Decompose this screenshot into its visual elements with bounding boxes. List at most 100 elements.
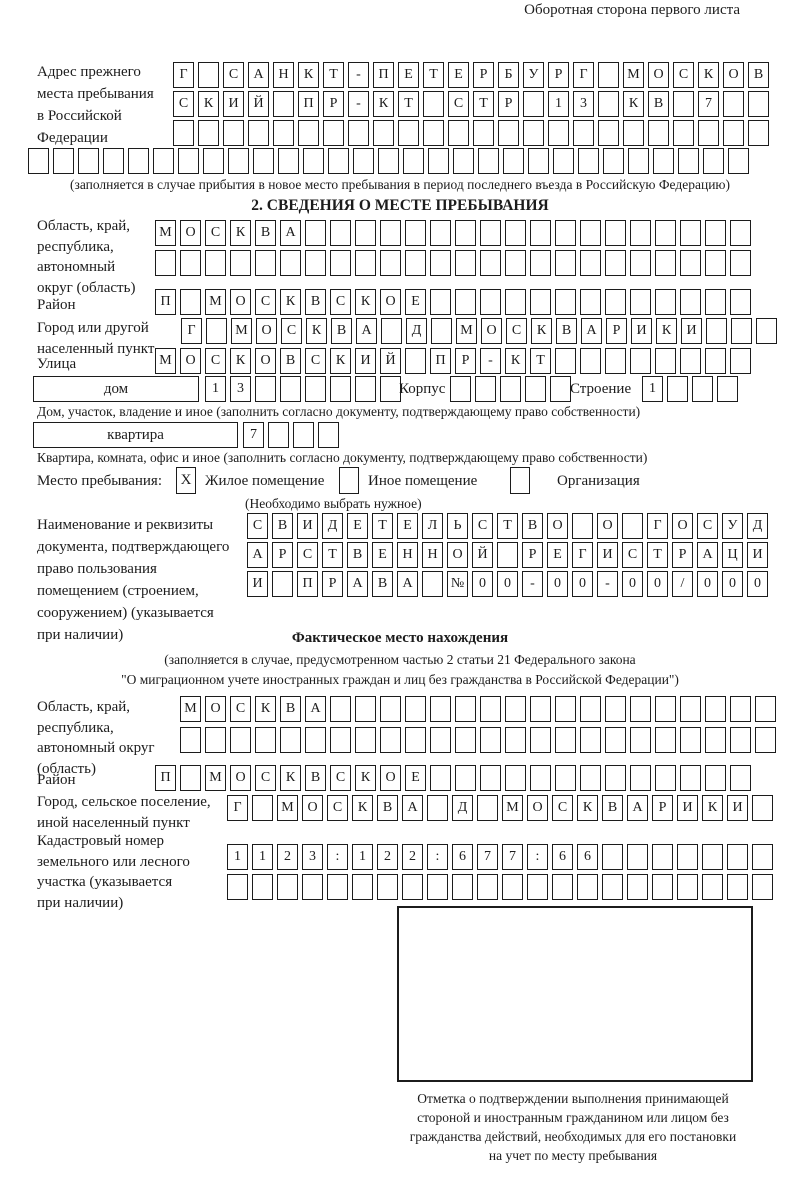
char-cell (380, 220, 401, 246)
char-cell (528, 148, 549, 174)
char-cell (178, 148, 199, 174)
char-cell (423, 91, 444, 117)
char-cell (380, 696, 401, 722)
char-cell: М (456, 318, 477, 344)
char-cell: А (397, 571, 418, 597)
document-row-3: И П Р А В А № 0 0-0 0-0 0/0 0 0 (247, 571, 768, 597)
char-cell: М (623, 62, 644, 88)
char-cell (605, 250, 626, 276)
label-line: автономный округ (37, 740, 155, 756)
char-cell (280, 250, 301, 276)
char-cell (730, 289, 751, 315)
char-cell (427, 795, 448, 821)
char-cell (680, 289, 701, 315)
char-cell: А (402, 795, 423, 821)
label-line: Наименование и реквизиты (37, 517, 214, 533)
char-cell (255, 727, 276, 753)
char-cell: 7 (502, 844, 523, 870)
label-line: документа, подтверждающего (37, 539, 230, 555)
char-cell: Г (227, 795, 248, 821)
char-cell: Й (248, 91, 269, 117)
prev-address-label: Адрес прежнего места пребывания в Российск… (37, 61, 154, 149)
char-cell (377, 874, 398, 900)
checkbox-other-premises (339, 467, 359, 494)
char-cell (180, 765, 201, 791)
char-cell (530, 765, 551, 791)
actual-region-row-2 (180, 727, 776, 753)
char-cell: К (373, 91, 394, 117)
char-cell (280, 376, 301, 402)
char-cell (103, 148, 124, 174)
char-cell (705, 220, 726, 246)
actual-location-subtitle-2: "О миграционном учете иностранных гражда… (121, 672, 679, 687)
char-cell (480, 765, 501, 791)
char-cell (655, 696, 676, 722)
char-cell (272, 571, 293, 597)
char-cell: Т (497, 513, 518, 539)
char-cell: А (356, 318, 377, 344)
label-line: стороной и иностранным гражданином или л… (417, 1110, 729, 1125)
char-cell: Р (606, 318, 627, 344)
char-cell (523, 91, 544, 117)
label-line: сооружением) (указывается (37, 605, 214, 621)
street-label: Улица (37, 356, 77, 372)
char-cell: О (648, 62, 669, 88)
char-cell (330, 376, 351, 402)
char-cell: В (280, 696, 301, 722)
char-cell: А (347, 571, 368, 597)
char-cell: Т (473, 91, 494, 117)
char-cell (530, 727, 551, 753)
char-cell: Т (323, 62, 344, 88)
char-cell: О (597, 513, 618, 539)
char-cell: С (330, 289, 351, 315)
char-cell (252, 795, 273, 821)
char-cell (525, 376, 546, 402)
char-cell (555, 289, 576, 315)
char-cell (748, 91, 769, 117)
char-cell (303, 148, 324, 174)
char-cell: О (255, 348, 276, 374)
char-cell: К (330, 348, 351, 374)
char-cell (328, 148, 349, 174)
char-cell (723, 120, 744, 146)
char-cell (480, 696, 501, 722)
char-cell: Й (472, 542, 493, 568)
house-note: Дом, участок, владение и иное (заполнить… (37, 404, 641, 419)
char-cell (627, 874, 648, 900)
char-cell (253, 148, 274, 174)
char-cell (580, 765, 601, 791)
char-cell: Р (522, 542, 543, 568)
char-cell: 6 (452, 844, 473, 870)
label-line: населенный пункт (37, 340, 155, 357)
char-cell: К (698, 62, 719, 88)
char-cell (627, 844, 648, 870)
char-cell (752, 844, 773, 870)
char-cell (500, 376, 521, 402)
char-cell (727, 844, 748, 870)
label-line: автономный (37, 259, 116, 275)
char-cell: К (255, 696, 276, 722)
checkbox-organization (510, 467, 530, 494)
char-cell: Р (498, 91, 519, 117)
char-cell: 7 (243, 422, 264, 448)
char-cell (603, 148, 624, 174)
char-cell: В (556, 318, 577, 344)
char-cell (450, 376, 471, 402)
char-cell (378, 148, 399, 174)
char-cell (128, 148, 149, 174)
char-cell (477, 795, 498, 821)
cadastre-label: Кадастровый номер земельного или лесного у… (37, 831, 190, 913)
char-cell (552, 874, 573, 900)
char-cell (305, 250, 326, 276)
char-cell: А (627, 795, 648, 821)
char-cell (756, 318, 777, 344)
char-cell: К (230, 220, 251, 246)
city-label: Город или другой населенный пункт (37, 318, 154, 359)
char-cell: А (305, 696, 326, 722)
char-cell: С (255, 765, 276, 791)
label-line: помещением (строением, (37, 583, 199, 599)
char-cell (173, 120, 194, 146)
